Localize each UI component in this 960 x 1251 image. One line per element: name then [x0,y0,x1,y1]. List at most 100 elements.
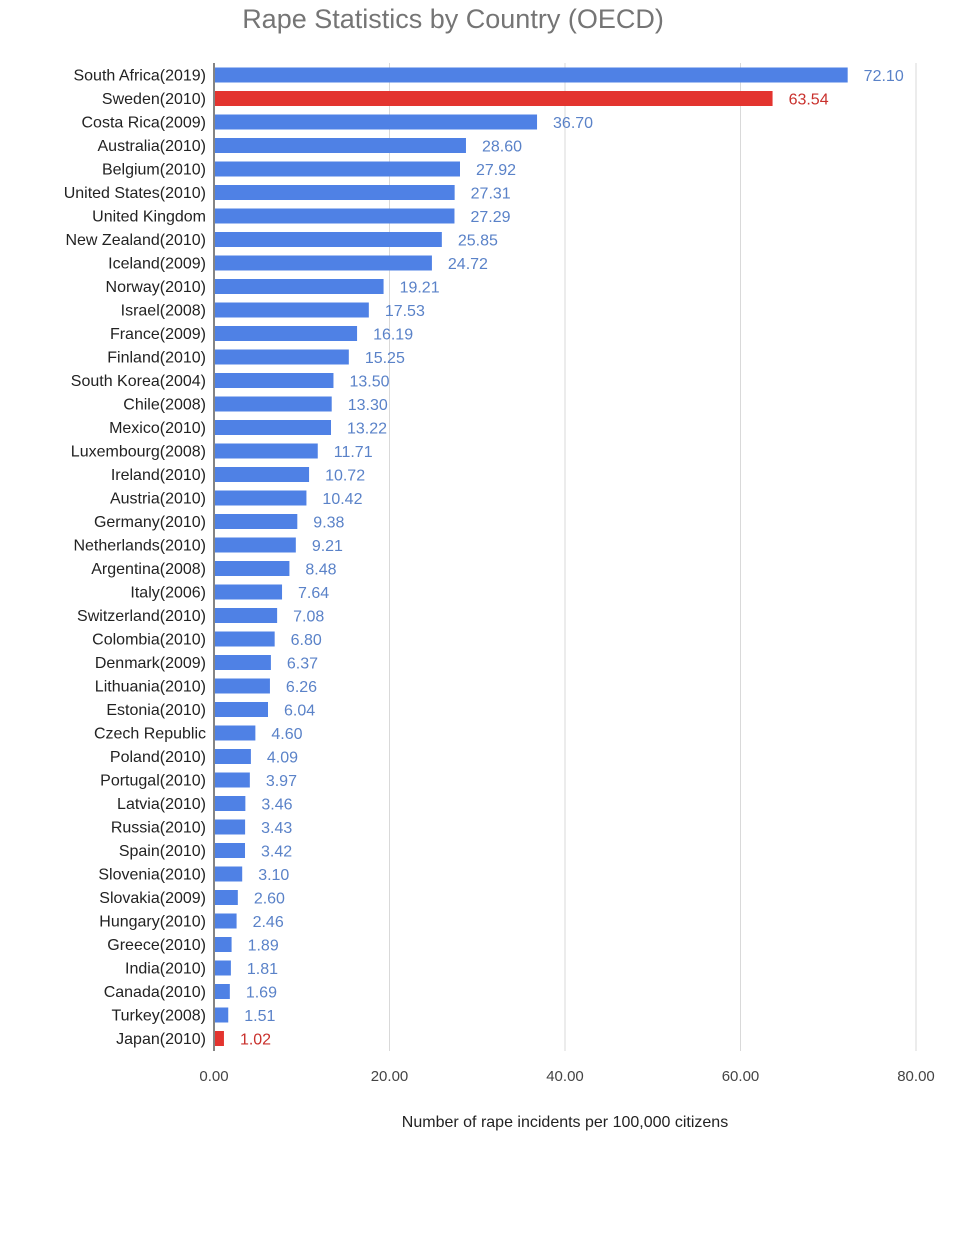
bar [215,373,334,388]
data-label: 36.70 [553,115,593,132]
data-label: 24.72 [448,256,488,273]
bar [215,749,251,764]
data-label: 27.29 [470,209,510,226]
bar [215,232,442,247]
category-label: Ireland(2010) [111,467,206,484]
data-label: 27.31 [471,186,511,203]
data-label: 13.30 [348,397,388,414]
category-label: New Zealand(2010) [65,232,206,249]
bar [215,937,232,952]
bar [215,890,238,905]
category-labels: South Africa(2019) Sweden(2010) Costa Rica… [64,68,206,1049]
category-label: Lithuania(2010) [95,679,206,696]
data-label: 11.71 [334,444,373,461]
data-label: 13.22 [347,421,387,438]
data-label: 16.19 [373,327,413,344]
data-label: 27.92 [476,162,516,179]
bar [215,349,349,365]
x-tick-label: 0.00 [199,1068,228,1085]
bar [215,326,358,341]
data-label: 15.25 [365,350,405,367]
category-label: Slovenia(2010) [98,867,206,884]
bar [215,467,310,482]
data-label: 1.89 [248,938,279,955]
value-labels: 72.10 63.54 36.70 28.60 27.92 27.31 27.29 25.85… [240,68,904,1049]
bar [215,1031,224,1046]
category-label: South Africa(2019) [73,68,206,85]
data-label: 6.37 [287,656,318,673]
bar [215,420,332,435]
category-label: Czech Republic [94,726,206,743]
x-tick-label: 20.00 [371,1068,409,1085]
category-label: Poland(2010) [110,749,206,766]
category-label: Iceland(2009) [108,256,206,273]
data-label: 9.21 [312,538,343,555]
data-label: 10.72 [325,468,365,485]
data-label: 7.64 [298,585,329,602]
bar [215,396,332,412]
bar [215,1007,229,1023]
bar [215,843,246,858]
x-tick-label: 60.00 [722,1068,760,1085]
category-label: Canada(2010) [104,984,206,1001]
bar [215,702,269,717]
bar [215,655,271,670]
x-tick-label: 80.00 [897,1068,935,1085]
data-label: 4.60 [271,726,302,743]
data-label: 3.10 [258,867,289,884]
category-label: Netherlands(2010) [73,538,206,555]
category-label: Greece(2010) [107,937,206,954]
category-label: United States(2010) [64,185,206,202]
bar [215,138,466,153]
category-label: Portugal(2010) [100,773,206,790]
x-tick-label: 40.00 [546,1068,584,1085]
bar [215,279,384,294]
data-label: 17.53 [385,303,425,320]
category-label: Sweden(2010) [102,91,206,108]
data-label: 8.48 [305,562,336,579]
category-label: Costa Rica(2009) [82,115,207,132]
bar [215,114,538,130]
data-label: 3.43 [261,820,292,837]
bar [215,91,773,106]
data-label: 9.38 [313,515,344,532]
bar [215,866,243,882]
chart-title: Rape Statistics by Country (OECD) [242,4,664,34]
category-label: Denmark(2009) [95,655,206,672]
category-label: Russia(2010) [111,820,206,837]
category-label: Spain(2010) [119,843,206,860]
data-label: 6.04 [284,703,315,720]
bar [215,443,318,459]
category-label: Israel(2008) [121,303,206,320]
bar [215,725,256,741]
category-label: Argentina(2008) [91,561,206,578]
data-label: 4.09 [267,750,298,767]
bar [215,67,848,83]
category-label: Australia(2010) [98,138,207,155]
data-label: 6.80 [291,632,322,649]
bar [215,302,369,318]
category-label: Austria(2010) [110,491,206,508]
bars [215,67,848,1046]
bar [215,561,290,576]
data-label: 63.54 [789,92,829,109]
data-label: 1.51 [244,1008,275,1025]
gridlines [389,63,917,1051]
category-label: Belgium(2010) [102,162,206,179]
data-label: 25.85 [458,233,498,250]
category-label: Luxembourg(2008) [71,444,206,461]
bar [215,913,237,929]
data-label: 1.02 [240,1032,271,1049]
category-label: Colombia(2010) [92,632,206,649]
bar [215,161,460,177]
data-label: 72.10 [864,68,904,85]
category-label: Slovakia(2009) [99,890,206,907]
data-label: 1.69 [246,985,277,1002]
bar [215,514,298,529]
category-label: Finland(2010) [107,350,206,367]
category-label: Chile(2008) [123,397,206,414]
category-label: France(2009) [110,326,206,343]
bar [215,584,283,600]
data-label: 6.26 [286,679,317,696]
